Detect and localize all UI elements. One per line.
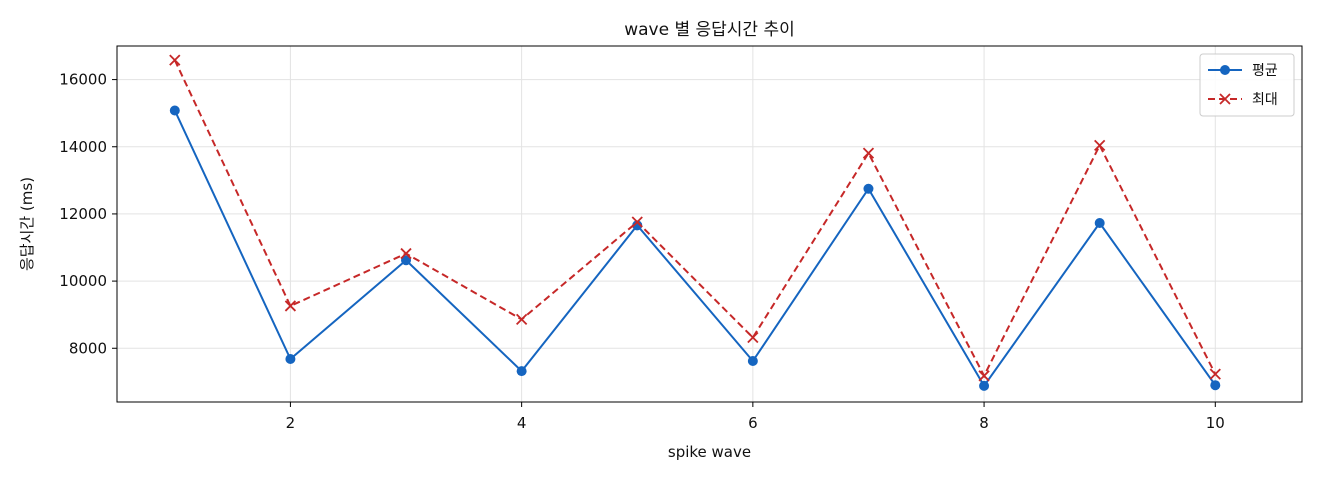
grid bbox=[117, 46, 1302, 402]
data-point bbox=[169, 54, 181, 66]
x-tick-label: 4 bbox=[517, 414, 527, 432]
y-tick-label: 10000 bbox=[59, 272, 107, 290]
data-point bbox=[284, 300, 297, 312]
x-axis-title: spike wave bbox=[668, 443, 751, 461]
series-line bbox=[173, 110, 1217, 388]
y-tick-label: 16000 bbox=[59, 71, 107, 89]
legend-marker bbox=[1219, 93, 1231, 105]
data-point bbox=[747, 331, 759, 344]
series-layer bbox=[169, 54, 1221, 391]
data-point bbox=[1094, 139, 1106, 152]
legend-item: 최대 bbox=[1208, 92, 1278, 108]
axis-ticks: 2 4 6 8 10 8000 10000 12000 14000 16000 bbox=[59, 71, 1225, 432]
x-tick-label: 10 bbox=[1206, 414, 1225, 432]
x-tick-label: 6 bbox=[748, 414, 758, 432]
data-point bbox=[400, 247, 412, 260]
data-point bbox=[401, 255, 412, 266]
legend-label: 최대 bbox=[1252, 92, 1278, 108]
x-tick-label: 2 bbox=[286, 414, 296, 432]
y-tick-label: 14000 bbox=[59, 138, 107, 156]
y-tick-label: 8000 bbox=[69, 339, 107, 357]
series-line bbox=[173, 59, 1217, 379]
legend-item: 평균 bbox=[1208, 63, 1278, 79]
data-point bbox=[1210, 380, 1221, 391]
x-tick-label: 8 bbox=[979, 414, 989, 432]
data-point bbox=[516, 366, 527, 377]
legend-box bbox=[1199, 53, 1295, 117]
data-point bbox=[979, 380, 990, 391]
data-point bbox=[1209, 368, 1221, 380]
data-point bbox=[285, 354, 296, 365]
data-point bbox=[978, 370, 990, 382]
legend-marker bbox=[1220, 65, 1230, 75]
data-point bbox=[515, 313, 528, 326]
data-point bbox=[169, 105, 180, 116]
y-tick-label: 12000 bbox=[59, 205, 107, 223]
data-point bbox=[631, 216, 643, 228]
data-point bbox=[862, 147, 875, 159]
y-axis-title: 응답시간 (ms) bbox=[18, 177, 36, 271]
data-point bbox=[632, 220, 643, 231]
chart-title: wave 별 응답시간 추이 bbox=[624, 20, 795, 40]
data-point bbox=[747, 356, 758, 367]
legend-label: 평균 bbox=[1252, 63, 1278, 79]
series-2 bbox=[169, 54, 1221, 382]
data-point bbox=[863, 183, 874, 194]
series-1 bbox=[169, 105, 1221, 391]
data-point bbox=[1094, 217, 1105, 228]
plot-frame bbox=[116, 45, 1303, 403]
